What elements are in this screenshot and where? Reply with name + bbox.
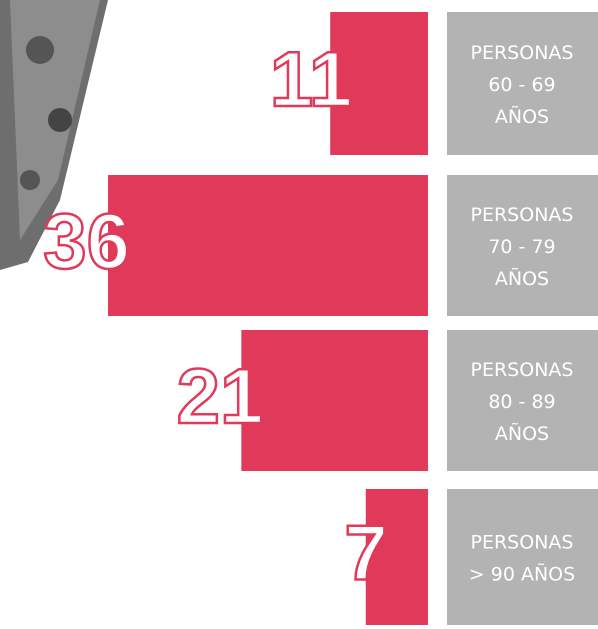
value-label: 21 xyxy=(177,352,264,440)
category-label: 60 - 69 xyxy=(488,74,555,96)
value-label: 36 xyxy=(43,197,130,285)
category-label: PERSONAS xyxy=(471,359,574,381)
category-label: PERSONAS xyxy=(471,204,574,226)
category-box xyxy=(447,489,598,625)
category-label: PERSONAS xyxy=(471,42,574,64)
chart: PERSONAS 60 - 69 AÑOS 11 PERSONAS 70 - 79 AÑOS… xyxy=(0,0,598,629)
category-label: 80 - 89 xyxy=(488,391,555,413)
value-label: 11 xyxy=(270,35,352,123)
category-label: AÑOS xyxy=(495,267,549,290)
category-label: > 90 AÑOS xyxy=(469,563,575,586)
category-label: AÑOS xyxy=(495,105,549,128)
bar xyxy=(108,175,428,316)
category-label: 70 - 79 xyxy=(488,236,555,258)
category-label: PERSONAS xyxy=(471,532,574,554)
category-label: AÑOS xyxy=(495,422,549,445)
value-label: 7 xyxy=(344,509,387,597)
bar xyxy=(241,330,428,471)
